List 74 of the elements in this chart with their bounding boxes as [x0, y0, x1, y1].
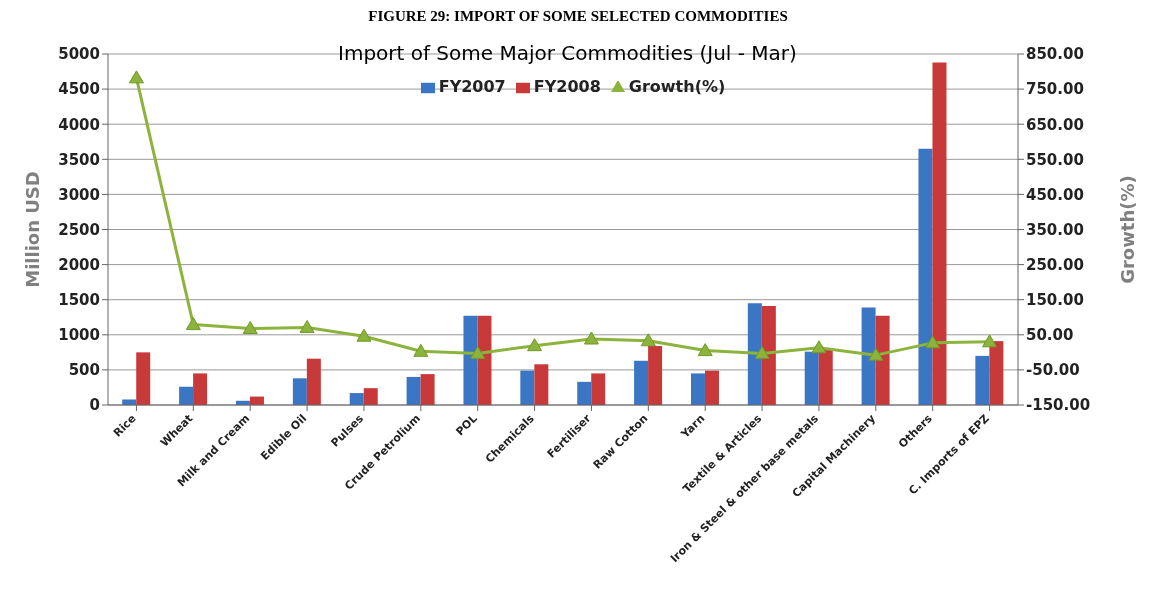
bar — [363, 388, 378, 405]
y-tick-label: 0 — [89, 396, 100, 415]
bar — [648, 346, 663, 405]
bar — [704, 370, 719, 405]
y2-tick-label: 250.00 — [1026, 255, 1084, 274]
point — [754, 345, 770, 359]
point — [640, 333, 656, 347]
bar — [477, 315, 492, 405]
y-tick-label: 5000 — [58, 45, 100, 64]
chart-subtitle: Import of Some Major Commodities (Jul - Mar) — [338, 41, 797, 65]
bar — [577, 381, 592, 405]
legend-label: FY2008 — [533, 77, 601, 96]
y2-tick-label: 450.00 — [1026, 185, 1084, 204]
point — [583, 331, 599, 345]
bar — [932, 62, 947, 405]
y-tick-label: 1000 — [58, 326, 100, 345]
bar — [292, 378, 307, 405]
point — [413, 343, 429, 357]
point — [128, 70, 144, 84]
bar — [975, 355, 990, 405]
bar — [690, 373, 705, 405]
y-tick-label: 1500 — [58, 291, 100, 310]
bar — [875, 315, 890, 405]
point — [242, 320, 258, 334]
y2-tick-label: 750.00 — [1026, 80, 1084, 99]
bar — [179, 386, 194, 405]
y2-tick-label: 350.00 — [1026, 220, 1084, 239]
y-tick-label: 2500 — [58, 220, 100, 239]
y-tick-label: 500 — [68, 361, 100, 380]
y2-tick-label: 650.00 — [1026, 115, 1084, 134]
bar — [591, 373, 606, 405]
point — [299, 319, 315, 333]
bar — [804, 351, 819, 405]
point — [185, 317, 201, 331]
bar — [818, 348, 833, 405]
bar — [306, 358, 321, 405]
bar — [193, 373, 208, 405]
y2-tick-label: 50.00 — [1026, 326, 1074, 345]
y2-tick-label: 550.00 — [1026, 150, 1084, 169]
y-tick-label: 2000 — [58, 255, 100, 274]
point — [356, 328, 372, 342]
y2-axis-title: Growth(%) — [1117, 175, 1139, 284]
bar — [861, 307, 876, 405]
y2-tick-label: 150.00 — [1026, 291, 1084, 310]
bar — [634, 360, 649, 405]
y-tick-label: 4000 — [58, 115, 100, 134]
point — [982, 334, 998, 348]
legend-label: FY2007 — [438, 77, 506, 96]
chart-title: FIGURE 29: IMPORT OF SOME SELECTED COMMODITIES — [367, 8, 789, 25]
y2-tick-label: 850.00 — [1026, 45, 1084, 64]
y-tick-label: 3000 — [58, 185, 100, 204]
bar — [463, 315, 478, 405]
bar — [406, 376, 421, 405]
y-axis-title: Million USD — [22, 171, 44, 288]
legend-label: Growth(%) — [628, 77, 726, 96]
y2-tick-label: -50.00 — [1026, 361, 1080, 380]
point — [811, 340, 827, 354]
bar — [534, 364, 549, 405]
bar — [747, 303, 762, 405]
bar — [761, 306, 776, 405]
bar — [349, 393, 364, 405]
y-tick-label: 3500 — [58, 150, 100, 169]
y-tick-label: 4500 — [58, 80, 100, 99]
bar — [520, 370, 535, 405]
bar — [420, 374, 435, 405]
point — [697, 343, 713, 357]
bar — [989, 341, 1004, 405]
bar — [918, 148, 933, 405]
bar — [136, 352, 151, 405]
point — [868, 347, 884, 361]
point — [527, 338, 543, 352]
y2-tick-label: -150.00 — [1026, 396, 1091, 415]
point — [925, 335, 941, 349]
point — [470, 345, 486, 359]
